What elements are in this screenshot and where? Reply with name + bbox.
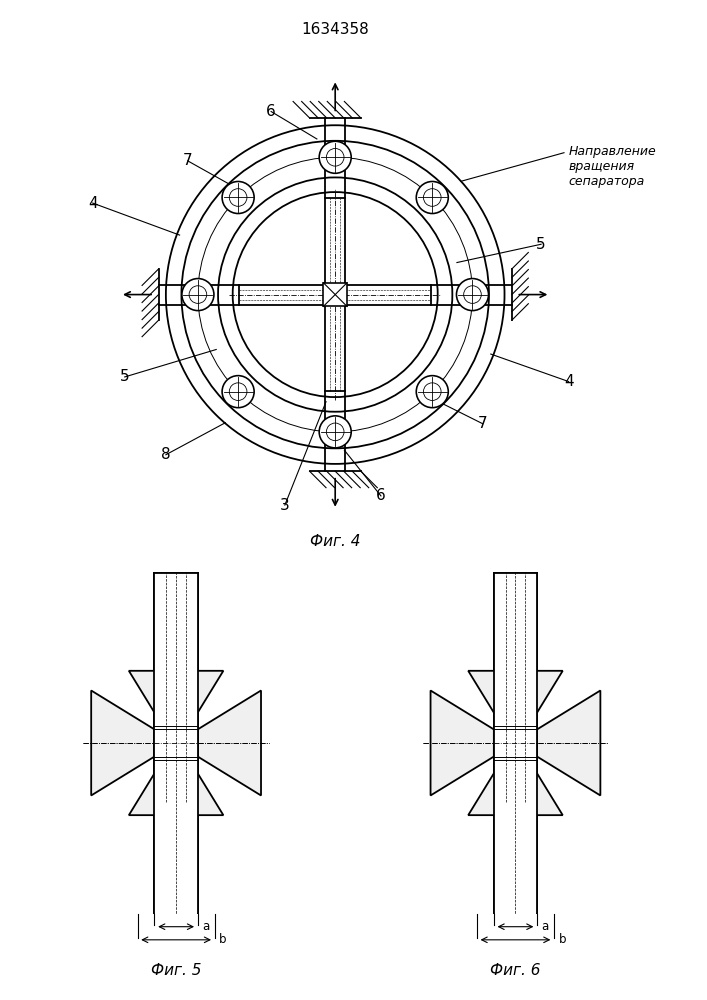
Circle shape — [457, 279, 489, 311]
Text: a: a — [202, 920, 209, 933]
Circle shape — [416, 181, 448, 214]
Text: Направление
вращения
сепаратора: Направление вращения сепаратора — [568, 145, 656, 188]
Text: 6: 6 — [376, 488, 386, 503]
Text: a: a — [542, 920, 549, 933]
Polygon shape — [468, 671, 563, 726]
Polygon shape — [537, 690, 600, 795]
Polygon shape — [431, 690, 494, 795]
Text: 7: 7 — [478, 416, 487, 431]
Polygon shape — [129, 671, 223, 726]
Text: Фиг. 4: Фиг. 4 — [310, 534, 361, 549]
Circle shape — [319, 141, 351, 173]
Text: 1634358: 1634358 — [301, 22, 369, 37]
Text: Фиг. 6: Фиг. 6 — [490, 963, 541, 978]
Text: b: b — [559, 933, 566, 946]
Text: 3: 3 — [280, 498, 290, 513]
Polygon shape — [198, 690, 261, 795]
Polygon shape — [91, 690, 155, 795]
Text: 4: 4 — [563, 374, 573, 389]
Circle shape — [222, 376, 254, 408]
Text: 5: 5 — [537, 237, 546, 252]
Polygon shape — [129, 760, 223, 815]
Text: 5: 5 — [120, 369, 129, 384]
Text: 7: 7 — [183, 153, 192, 168]
Text: 6: 6 — [267, 104, 276, 119]
Text: 8: 8 — [161, 447, 170, 462]
Text: 4: 4 — [88, 196, 98, 211]
Circle shape — [416, 376, 448, 408]
Bar — [494, 573, 537, 913]
Bar — [239, 285, 431, 305]
Bar — [155, 573, 198, 913]
Text: Фиг. 5: Фиг. 5 — [151, 963, 201, 978]
Bar — [325, 198, 345, 391]
Circle shape — [182, 279, 214, 311]
Text: b: b — [219, 933, 227, 946]
Circle shape — [319, 416, 351, 448]
Circle shape — [222, 181, 254, 214]
Polygon shape — [468, 760, 563, 815]
Bar — [323, 283, 347, 306]
